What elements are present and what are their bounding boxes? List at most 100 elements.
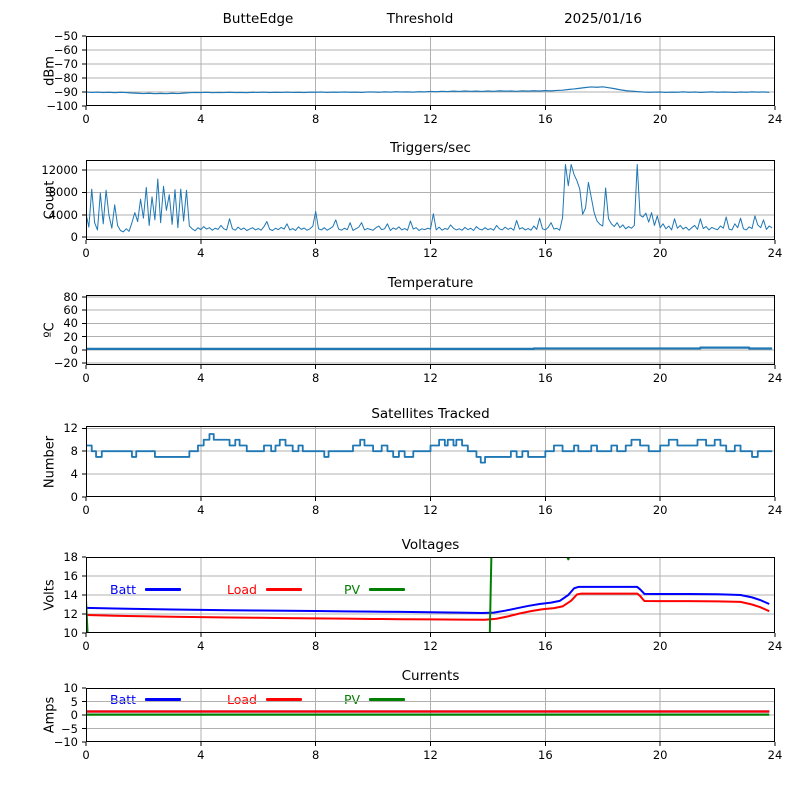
series-triggers: [86, 163, 773, 233]
x-tick-label: 24: [767, 371, 783, 385]
y-tick-label: 0: [70, 342, 78, 357]
legend-label-pv: PV: [344, 692, 361, 707]
legend-item-batt: Batt: [110, 692, 182, 707]
x-tick-label: 8: [311, 112, 320, 126]
y-tick-label: 40: [63, 316, 78, 331]
x-tick-label: 12: [423, 112, 438, 126]
x-tick-label: 24: [767, 748, 783, 762]
x-tick-label: 8: [311, 503, 320, 517]
x-tick-label: 16: [538, 503, 553, 517]
panel-currents: Currents Amps Batt Load PV −10 −5 0 5 10 0 4 8 1…: [43, 668, 783, 762]
y-tick-label: 4000: [48, 207, 78, 222]
axes-frame: [86, 557, 775, 633]
y-tick-label: 0: [70, 708, 78, 722]
y-tick-label: 12: [63, 421, 78, 436]
x-tick-label: 16: [538, 246, 553, 260]
x-tick-label: 8: [311, 639, 320, 653]
x-tick-label: 20: [652, 246, 668, 260]
series-satellites: [86, 433, 773, 464]
x-tick-label: 0: [82, 639, 90, 653]
x-tick-label: 24: [767, 246, 783, 260]
plot-area: [82, 426, 776, 501]
legend-line-sample-pv: [369, 588, 406, 591]
x-tick-label: 8: [311, 371, 320, 385]
y-tick-label: −90: [53, 85, 78, 99]
legend-line-sample-batt: [145, 698, 182, 701]
x-tick-label: 12: [423, 371, 438, 385]
axes-frame: [86, 688, 775, 742]
x-tick-label: 0: [82, 246, 90, 260]
axes-frame: [86, 426, 775, 497]
legend-line-sample-batt: [145, 588, 182, 591]
x-tick-label: 0: [82, 371, 90, 385]
legend-label-pv: PV: [344, 582, 361, 597]
x-tick-label: 24: [767, 112, 783, 126]
y-tick-label: −70: [53, 57, 78, 71]
x-tick-label: 24: [767, 503, 783, 517]
legend-item-pv: PV: [344, 582, 406, 597]
series-batt: [86, 585, 770, 615]
figure-title-left: ButteEdge: [222, 11, 294, 27]
y-tick-label: −100: [46, 99, 78, 113]
legend-label-batt: Batt: [110, 582, 137, 597]
x-tick-label: 16: [538, 371, 553, 385]
y-tick-label: −50: [53, 29, 78, 43]
x-tick-label: 4: [197, 371, 205, 385]
x-tick-label: 20: [652, 748, 668, 762]
legend-line-sample-pv: [369, 698, 406, 701]
plot-area: [82, 295, 776, 369]
panel-temperature: Temperature ºC −20 0 20 40 60 80 0 4 8 12 16 20 24: [43, 275, 783, 385]
y-tick-label: −5: [61, 721, 78, 736]
panel-title: Triggers/sec: [390, 140, 471, 156]
panel-title: Currents: [401, 668, 460, 684]
y-tick-label: 5: [70, 694, 78, 709]
y-tick-label: 0: [70, 230, 78, 245]
y-tick-label: 20: [63, 329, 78, 344]
axes-frame: [86, 295, 775, 365]
panel-voltages: Voltages Volts Batt Load PV 10 12 14 16 18 0 4…: [43, 537, 783, 653]
x-tick-label: 16: [538, 112, 553, 126]
x-tick-label: 20: [652, 112, 668, 126]
series-temp: [86, 346, 773, 350]
x-tick-label: 12: [423, 246, 438, 260]
panel-signal-dbm: dBm −100 −90 −80 −70 −60 −50 0 4 8 12 16 20 24: [43, 29, 783, 126]
legend-line-sample-load: [266, 588, 302, 591]
legend-item-pv: PV: [344, 692, 406, 707]
x-tick-label: 4: [197, 246, 205, 260]
plot-area: [82, 687, 776, 746]
legend-item-load: Load: [227, 582, 302, 597]
y-tick-label: 16: [63, 569, 78, 583]
x-tick-label: 12: [423, 748, 438, 762]
figure-title-right: 2025/01/16: [564, 11, 642, 27]
panel-title: Voltages: [401, 537, 460, 553]
plot-area: [82, 35, 776, 110]
y-tick-label: 60: [63, 303, 78, 318]
legend-label-batt: Batt: [110, 692, 137, 707]
x-tick-label: 0: [82, 503, 90, 517]
y-tick-label: 0: [70, 490, 78, 504]
series-signal: [86, 86, 770, 95]
series-load: [86, 592, 770, 621]
x-tick-label: 4: [197, 639, 205, 653]
x-tick-label: 0: [82, 112, 90, 126]
x-tick-label: 4: [197, 503, 205, 517]
x-tick-label: 16: [538, 748, 553, 762]
axes-frame: [86, 36, 775, 106]
y-tick-label: 8: [70, 444, 78, 459]
y-tick-label: 80: [63, 289, 78, 304]
x-tick-label: 16: [538, 639, 553, 653]
y-tick-label: −20: [53, 356, 78, 371]
panel-title: Satellites Tracked: [371, 406, 490, 422]
y-tick-label: 12: [63, 607, 78, 621]
plot-area: [82, 160, 776, 244]
y-tick-label: −80: [53, 71, 78, 85]
y-tick-label: 14: [63, 588, 78, 602]
y-axis-label: Number: [42, 435, 58, 488]
x-tick-label: 8: [311, 246, 320, 260]
legend-item-batt: Batt: [110, 582, 182, 597]
legend-line-sample-load: [266, 698, 302, 701]
y-tick-label: 10: [63, 681, 78, 695]
x-tick-label: 0: [82, 748, 90, 762]
x-tick-label: 20: [652, 503, 668, 517]
